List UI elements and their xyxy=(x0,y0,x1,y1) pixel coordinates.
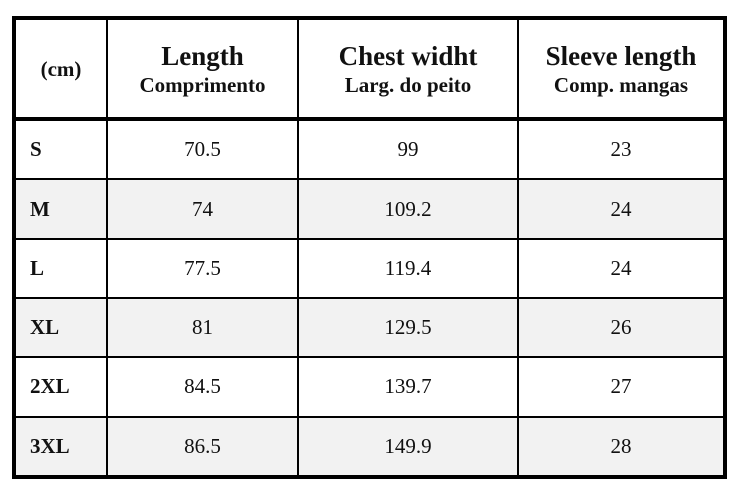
size-label: L xyxy=(13,237,108,299)
cell: 81 xyxy=(106,296,299,359)
header-subtitle: Comp. mangas xyxy=(553,72,689,97)
size-label: M xyxy=(13,178,108,240)
cell: 27 xyxy=(517,356,726,418)
header-row: (cm) Length Comprimento Chest widht Larg. do… xyxy=(13,17,726,121)
table-row: 2XL 84.5 139.7 27 xyxy=(13,356,726,418)
size-label: S xyxy=(13,117,108,181)
table-body: S 70.5 99 23 M 74 109.2 24 L 77.5 119.4 24 XL 81 129.5… xyxy=(13,117,726,479)
header-cell: Chest widht Larg. do peito xyxy=(297,17,519,121)
size-label: 2XL xyxy=(13,356,108,418)
header-title: Length xyxy=(161,40,244,71)
header-subtitle: Comprimento xyxy=(139,72,266,97)
table-row: 3XL 86.5 149.9 28 xyxy=(13,415,726,479)
cell: 139.7 xyxy=(297,356,519,418)
cell: 109.2 xyxy=(297,178,519,240)
cell: 70.5 xyxy=(106,117,299,181)
cell: 24 xyxy=(517,178,726,240)
header-cell: Sleeve length Comp. mangas xyxy=(517,17,726,121)
table-row: M 74 109.2 24 xyxy=(13,178,726,240)
header-subtitle: Larg. do peito xyxy=(344,72,472,97)
cell: 26 xyxy=(517,296,726,359)
header-cell: (cm) xyxy=(13,17,108,121)
size-table: (cm) Length Comprimento Chest widht Larg. do… xyxy=(12,16,727,479)
cell: 149.9 xyxy=(297,415,519,479)
cell: 24 xyxy=(517,237,726,299)
table-row: XL 81 129.5 26 xyxy=(13,296,726,359)
table-row: L 77.5 119.4 24 xyxy=(13,237,726,299)
cell: 23 xyxy=(517,117,726,181)
size-label: XL xyxy=(13,296,108,359)
table-row: S 70.5 99 23 xyxy=(13,117,726,181)
size-label: 3XL xyxy=(13,415,108,479)
header-cell: Length Comprimento xyxy=(106,17,299,121)
cell: 99 xyxy=(297,117,519,181)
header-title: (cm) xyxy=(40,56,82,81)
header-title: Chest widht xyxy=(338,40,478,71)
header-title: Sleeve length xyxy=(545,40,697,71)
cell: 74 xyxy=(106,178,299,240)
cell: 119.4 xyxy=(297,237,519,299)
cell: 77.5 xyxy=(106,237,299,299)
cell: 84.5 xyxy=(106,356,299,418)
cell: 28 xyxy=(517,415,726,479)
cell: 86.5 xyxy=(106,415,299,479)
cell: 129.5 xyxy=(297,296,519,359)
table-header: (cm) Length Comprimento Chest widht Larg. do… xyxy=(13,17,726,121)
